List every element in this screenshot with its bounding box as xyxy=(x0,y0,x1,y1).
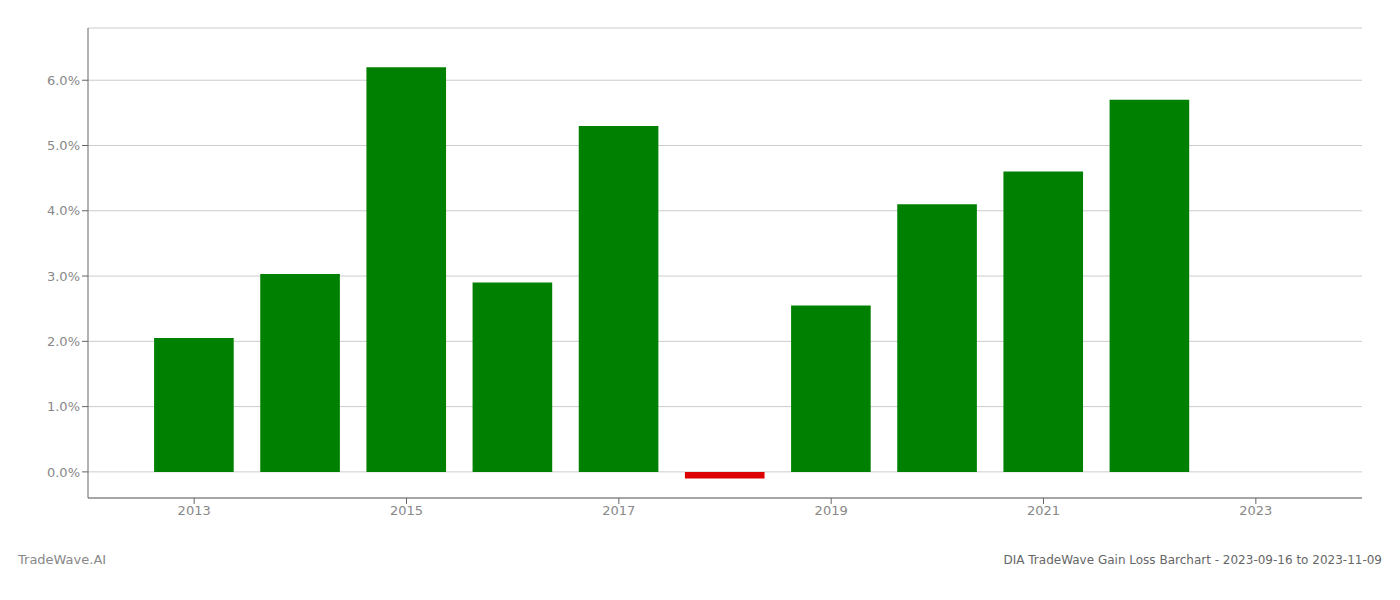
svg-text:2021: 2021 xyxy=(1027,503,1060,518)
svg-text:6.0%: 6.0% xyxy=(47,73,80,88)
svg-text:3.0%: 3.0% xyxy=(47,269,80,284)
svg-text:2.0%: 2.0% xyxy=(47,334,80,349)
svg-text:2015: 2015 xyxy=(390,503,423,518)
html-text:DIA TradeWave Gain Loss Barcha: DIA TradeWave Gain Loss Barchart - 2023-… xyxy=(1003,553,1382,567)
svg-text:2013: 2013 xyxy=(178,503,211,518)
svg-text:4.0%: 4.0% xyxy=(47,203,80,218)
html-text:TradeWave.AI: TradeWave.AI xyxy=(18,552,107,567)
svg-text:2023: 2023 xyxy=(1239,503,1272,518)
svg-text:2017: 2017 xyxy=(602,503,635,518)
svg-text:2019: 2019 xyxy=(815,503,848,518)
svg-text:0.0%: 0.0% xyxy=(47,465,80,480)
svg-text:1.0%: 1.0% xyxy=(47,399,80,414)
svg-text:5.0%: 5.0% xyxy=(47,138,80,153)
